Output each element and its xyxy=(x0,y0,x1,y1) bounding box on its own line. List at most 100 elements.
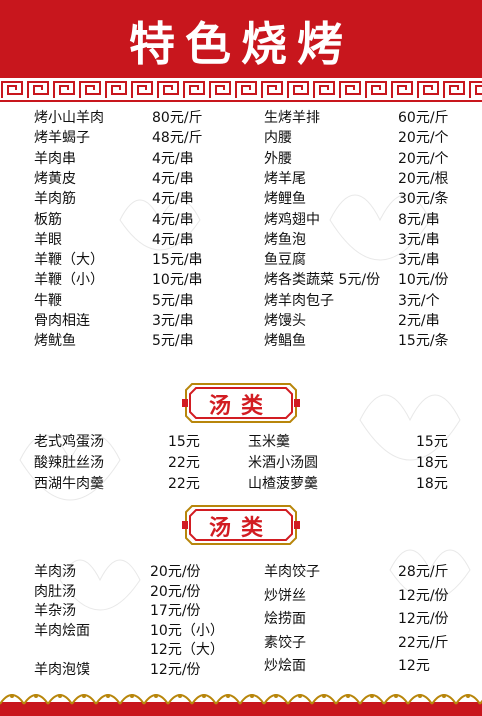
menu-item-price: 4元/串 xyxy=(152,170,194,187)
meander-pattern xyxy=(1,81,482,98)
menu-item-price: 15元 xyxy=(168,434,200,450)
menu-item-price: 10元（小） xyxy=(150,622,224,639)
menu-item-name: 山楂菠萝羹 xyxy=(248,476,318,492)
menu-item: 酸辣肚丝汤 22元 xyxy=(34,453,214,473)
menu-item-price: 5元/串 xyxy=(152,333,194,350)
menu-item-price: 15元 xyxy=(416,434,448,450)
menu-item-name: 烤羊蝎子 xyxy=(34,130,90,147)
menu-item: 羊肉饺子 28元/斤 xyxy=(264,562,450,582)
menu-item: 烤黄皮 4元/串 xyxy=(34,169,214,189)
menu-item: 羊肉烩面 10元（小） xyxy=(34,621,224,641)
menu-item-name: 烤鲳鱼 xyxy=(264,333,306,350)
menu-item-price: 15元/串 xyxy=(152,252,203,269)
menu-item-price: 12元/份 xyxy=(398,587,449,604)
menu-item: 外腰 20元/个 xyxy=(264,149,450,169)
menu-item-price: 4元/串 xyxy=(152,231,194,248)
menu-item-price: 3元/个 xyxy=(398,292,440,309)
menu-item-price: 60元/斤 xyxy=(398,110,449,126)
menu-item-price: 12元 xyxy=(398,658,430,674)
menu-item-price: 10元/串 xyxy=(152,272,203,289)
menu-item-name: 羊杂汤 xyxy=(34,603,76,619)
border-line-top xyxy=(0,76,482,78)
menu-item-price: 10元/份 xyxy=(398,272,449,289)
menu-item-price: 8元/串 xyxy=(398,211,440,228)
menu-item-name: 烤鱿鱼 xyxy=(34,333,76,350)
menu-item-price: 28元/斤 xyxy=(398,564,449,580)
menu-item: 羊鞭（小） 10元/串 xyxy=(34,270,214,290)
footer-dot xyxy=(226,694,230,698)
lotus-decoration xyxy=(19,194,471,611)
menu-item-price: 3元/串 xyxy=(152,313,194,329)
meander-segment xyxy=(261,81,283,98)
menu-item-name: 烤鸡翅中 xyxy=(264,211,320,228)
menu-item-name: 羊肉筋 xyxy=(34,191,76,208)
menu-item-name: 烤鱼泡 xyxy=(264,231,306,248)
menu-item: 板筋 4元/串 xyxy=(34,210,214,230)
menu-item-name: 羊肉烩面 xyxy=(34,622,90,639)
menu-item-price: 20元/个 xyxy=(398,130,449,147)
menu-item-name: 烤羊肉包子 xyxy=(264,292,334,309)
menu-item: 羊肉泡馍 12元/份 xyxy=(34,660,214,680)
footer-dot xyxy=(106,694,110,698)
menu-item-name: 西湖牛肉羹 xyxy=(34,476,104,492)
menu-item: 内腰 20元/个 xyxy=(264,128,450,148)
menu-item: 米酒小汤圆 18元 xyxy=(248,453,452,473)
meander-segment xyxy=(209,81,231,98)
footer-dot xyxy=(442,694,446,698)
meander-segment xyxy=(313,81,335,98)
footer-dot xyxy=(58,694,62,698)
menu-item: 羊肉筋 4元/串 xyxy=(34,189,214,209)
menu-item-name: 肉肚汤 xyxy=(34,583,76,600)
menu-item: 烤小山羊肉 80元/斤 xyxy=(34,108,214,128)
soup-heading: 汤类 xyxy=(208,394,273,419)
menu-item-name: 外腰 xyxy=(264,150,292,167)
menu-item-price: 4元/串 xyxy=(152,211,194,228)
menu-item-price: 18元 xyxy=(416,455,448,471)
menu-item-price: 80元/斤 xyxy=(152,110,203,126)
menu-item-price: 20元/个 xyxy=(398,150,449,167)
menu-item-price: 17元/份 xyxy=(150,603,201,619)
menu-item-name: 炒饼丝 xyxy=(264,587,306,604)
menu-item-name: 米酒小汤圆 xyxy=(248,455,318,471)
menu-item: 炒饼丝 12元/份 xyxy=(264,586,450,606)
menu-item: 烤羊蝎子 48元/斤 xyxy=(34,128,214,148)
meander-segment xyxy=(27,81,49,98)
meander-segment xyxy=(1,81,23,98)
menu-item-price: 20元/份 xyxy=(150,583,201,600)
menu-item: 羊眼 4元/串 xyxy=(34,230,214,250)
footer-dot xyxy=(466,694,470,698)
menu-item: 羊鞭（大） 15元/串 xyxy=(34,250,214,270)
menu-item-price: 30元/条 xyxy=(398,191,449,208)
footer-dot xyxy=(178,694,182,698)
menu-item-name: 玉米羹 xyxy=(248,434,290,450)
menu-item-name: 羊鞭（小） xyxy=(34,272,104,289)
menu-item-name: 炒烩面 xyxy=(264,658,306,674)
menu-item: 羊肉汤 20元/份 xyxy=(34,562,214,582)
menu-item: 烤各类蔬菜 5元/份 10元/份 xyxy=(264,270,450,290)
menu-item-name: 羊肉串 xyxy=(34,150,76,167)
menu-item: 烤馒头 2元/串 xyxy=(264,311,450,331)
menu-item-price: 18元 xyxy=(416,476,448,492)
menu-item: 西湖牛肉羹 22元 xyxy=(34,474,214,494)
menu-item-price: 22元 xyxy=(168,476,200,492)
meander-segment xyxy=(469,81,482,98)
menu-item-price: 12元/份 xyxy=(150,661,201,678)
meander-segment xyxy=(183,81,205,98)
menu-item: 烤羊肉包子 3元/个 xyxy=(264,291,450,311)
menu-item-price: 20元/份 xyxy=(150,564,201,580)
meander-segment xyxy=(53,81,75,98)
footer-dot xyxy=(202,694,206,698)
meander-segment xyxy=(339,81,361,98)
menu-item-name: 骨肉相连 xyxy=(34,313,90,329)
menu-item-name: 羊鞭（大） xyxy=(34,252,104,269)
menu-item-name: 羊肉汤 xyxy=(34,564,76,580)
footer-dot xyxy=(130,694,134,698)
footer-dot xyxy=(154,694,158,698)
menu-item-price: 22元/斤 xyxy=(398,634,449,651)
meander-segment xyxy=(365,81,387,98)
page-title: 特色烧烤 xyxy=(129,17,353,71)
menu-item-name: 生烤羊排 xyxy=(264,110,320,126)
menu-item: 玉米羹 15元 xyxy=(248,432,452,452)
menu-item: 牛鞭 5元/串 xyxy=(34,291,214,311)
menu-item: 12元（大） xyxy=(34,640,224,660)
